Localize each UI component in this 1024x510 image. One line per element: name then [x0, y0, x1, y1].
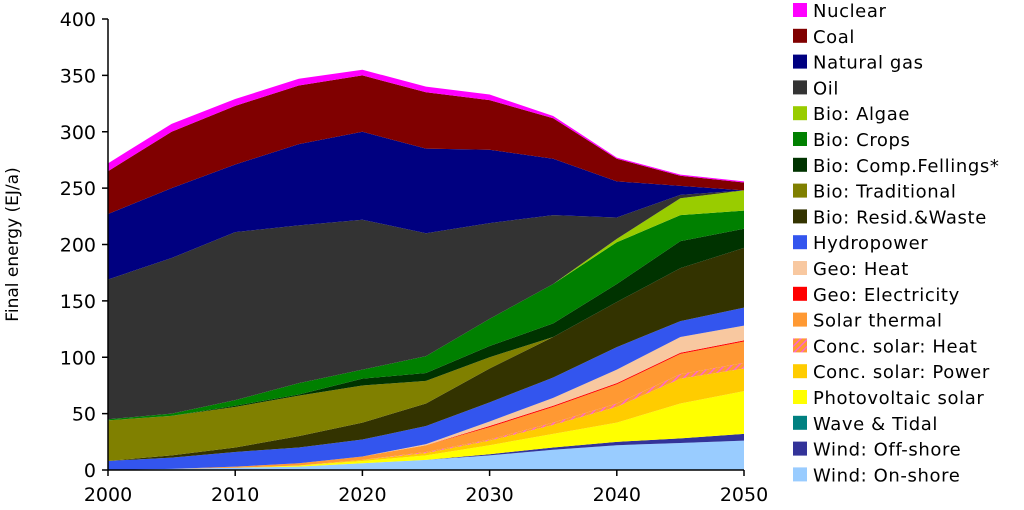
legend-swatch-coal [793, 28, 807, 43]
legend-label-wind-off-shore: Wind: Off-shore [813, 440, 961, 461]
legend-label-bio-resid-waste: Bio: Resid.&Waste [813, 207, 987, 228]
legend-swatch-geo-electricity [793, 286, 807, 301]
x-tick-label: 2050 [720, 484, 768, 506]
area-bio-traditional [108, 247, 744, 461]
legend-label-coal: Coal [813, 27, 855, 48]
area-bio-comp-fellings [108, 228, 744, 421]
legend-swatch-wind-off-shore [793, 441, 807, 456]
y-tick-label: 0 [84, 460, 96, 482]
legend-label-bio-crops: Bio: Crops [813, 130, 911, 151]
legend-swatch-conc-solar-power [793, 364, 807, 379]
legend-label-nuclear: Nuclear [813, 1, 886, 22]
area-bio-resid-waste [108, 247, 744, 461]
legend-swatch-bio-resid-waste [793, 209, 807, 224]
x-tick-label: 2030 [465, 484, 513, 506]
legend-swatch-hydropower [793, 235, 807, 250]
y-tick-label: 350 [60, 65, 96, 87]
x-tick-label: 2010 [211, 484, 259, 506]
legend-swatch-conc-solar-heat [793, 338, 807, 353]
legend-label-conc-solar-power: Conc. solar: Power [813, 362, 990, 383]
legend-swatch-wave-tidal [793, 415, 807, 430]
legend-swatch-bio-crops [793, 132, 807, 146]
legend-label-geo-heat: Geo: Heat [813, 259, 909, 280]
y-tick-label: 50 [72, 404, 96, 426]
y-tick-label: 400 [60, 9, 96, 31]
legend-label-bio-algae: Bio: Algae [813, 104, 910, 125]
area-coal [108, 75, 744, 215]
legend-swatch-bio-algae [793, 106, 807, 121]
x-tick-label: 2040 [593, 484, 641, 506]
legend-label-wave-tidal: Wave & Tidal [813, 414, 938, 435]
legend-swatch-natural-gas [793, 54, 807, 69]
x-tick-label: 2020 [338, 484, 386, 506]
legend-label-wind-on-shore: Wind: On-shore [813, 465, 960, 486]
x-tick-label: 2000 [84, 484, 132, 506]
y-tick-label: 150 [60, 291, 96, 313]
legend-swatch-photovoltaic-solar [793, 390, 807, 404]
area-wind-on-shore [108, 440, 744, 470]
legend-label-bio-traditional: Bio: Traditional [813, 182, 956, 203]
y-tick-label: 250 [60, 178, 96, 200]
area-geo-electricity [108, 340, 744, 470]
area-bio-crops [108, 210, 744, 421]
area-oil [108, 190, 744, 420]
legend-label-photovoltaic-solar: Photovoltaic solar [813, 388, 984, 409]
y-axis-label: Final energy (EJ/a) [3, 167, 23, 321]
legend-label-conc-solar-heat: Conc. solar: Heat [813, 336, 978, 357]
area-hydropower [108, 307, 744, 470]
y-tick-label: 100 [60, 347, 96, 369]
legend: Nuclear Coal Natural gas Oil Bio: Algae Bio: … [793, 1, 999, 486]
area-solar-thermal [108, 341, 744, 470]
legend-swatch-bio-traditional [793, 183, 807, 198]
legend-label-natural-gas: Natural gas [813, 53, 924, 74]
legend-label-solar-thermal: Solar thermal [813, 311, 943, 332]
legend-swatch-nuclear [793, 3, 807, 17]
legend-swatch-solar-thermal [793, 312, 807, 327]
legend-label-hydropower: Hydropower [813, 233, 928, 254]
area-bio-algae [108, 190, 744, 420]
legend-label-bio-comp-fellings: Bio: Comp.Fellings* [813, 156, 999, 177]
area-photovoltaic-solar [108, 391, 744, 470]
area-geo-heat [108, 325, 744, 470]
area-natural-gas [108, 131, 744, 280]
y-tick-label: 300 [60, 122, 96, 144]
area-layer [108, 69, 744, 470]
y-tick-label: 200 [60, 235, 96, 257]
legend-swatch-wind-on-shore [793, 467, 807, 482]
legend-swatch-bio-comp-fellings [793, 157, 807, 172]
legend-label-oil: Oil [813, 78, 839, 99]
legend-label-geo-electricity: Geo: Electricity [813, 285, 960, 306]
legend-swatch-geo-heat [793, 261, 807, 275]
legend-swatch-oil [793, 80, 807, 95]
axes-layer: 0 50 100 150 200 250 300 350 400 2000 2010 2020 2030… [3, 9, 768, 506]
